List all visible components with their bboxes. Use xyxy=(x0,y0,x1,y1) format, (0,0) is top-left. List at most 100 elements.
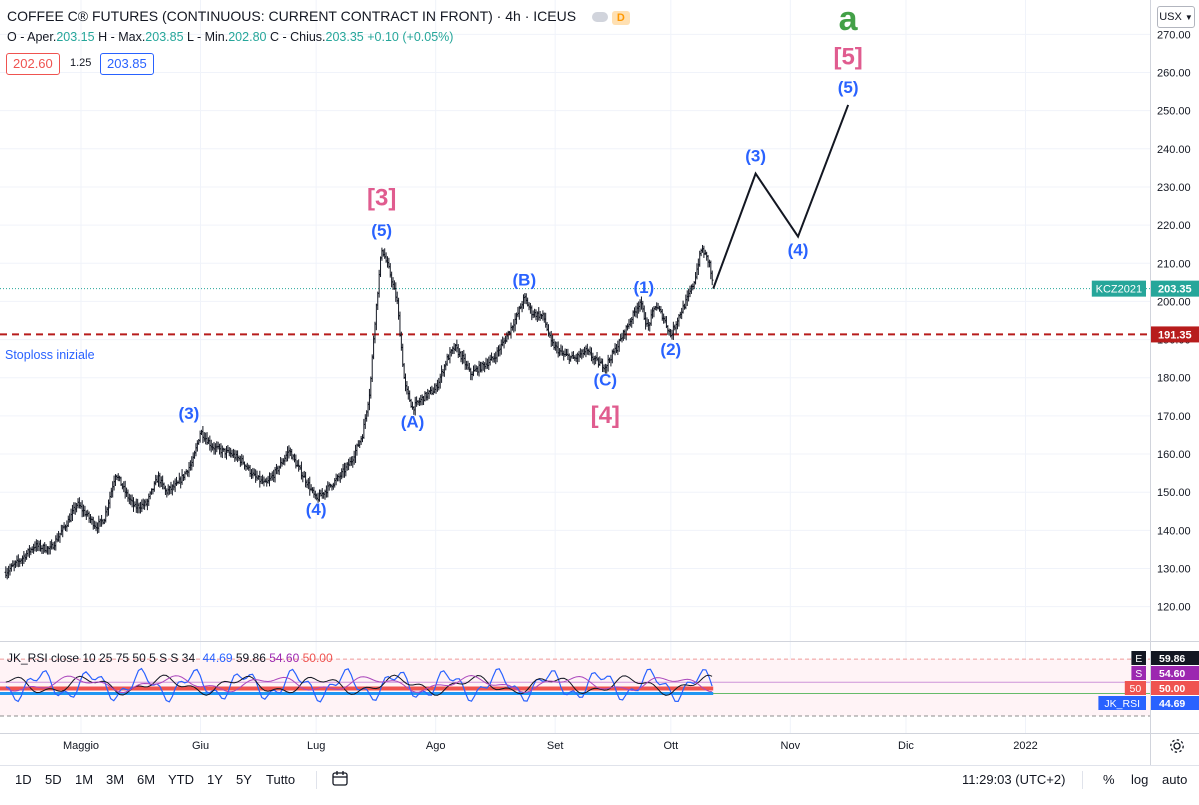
rsi-tag-value: 44.69 xyxy=(1159,698,1185,710)
rsi-tag-value: 59.86 xyxy=(1159,653,1185,665)
time-axis-label: Dic xyxy=(898,740,914,752)
rsi-tag-value: 50.00 xyxy=(1159,683,1185,695)
time-axis-label: Nov xyxy=(781,740,801,752)
ohlc-high-value: 203.85 xyxy=(145,30,184,44)
clock-time[interactable]: 11:29:03 (UTC+2) xyxy=(962,772,1066,787)
wave-label[interactable]: (1) xyxy=(633,278,654,297)
timeframe-5y[interactable]: 5Y xyxy=(236,772,252,787)
stoploss-price-tag-bg xyxy=(1151,326,1199,343)
currency-selector[interactable]: USX ▼ xyxy=(1157,6,1195,28)
timeframe-1d[interactable]: 1D xyxy=(15,772,32,787)
wave-label[interactable]: (A) xyxy=(401,412,425,431)
price-axis-label: 220.00 xyxy=(1157,220,1191,232)
projection-path[interactable] xyxy=(712,104,850,289)
auto-toggle[interactable]: auto xyxy=(1162,772,1188,787)
currency-label: USX xyxy=(1159,11,1182,23)
ohlc-bars[interactable] xyxy=(4,244,714,580)
bottom-toolbar xyxy=(0,765,1199,800)
toolbar-divider xyxy=(316,771,317,789)
wave-label[interactable]: [3] xyxy=(367,184,396,211)
ohlc-low-value: 202.80 xyxy=(228,30,267,44)
stoploss-label: Stoploss iniziale xyxy=(5,348,95,362)
time-axis-label: Maggio xyxy=(63,740,99,752)
delayed-data-badge[interactable]: D xyxy=(611,11,630,25)
time-axis-label: Set xyxy=(547,740,564,752)
last-price-tag[interactable]: 203.35 xyxy=(1158,284,1192,296)
gear-icon[interactable] xyxy=(1168,737,1186,755)
timeframe-6m[interactable]: 6M xyxy=(137,772,156,787)
price-axis-label: 210.00 xyxy=(1157,258,1191,270)
wave-label[interactable]: (4) xyxy=(788,241,809,260)
price-axis-label: 160.00 xyxy=(1157,449,1191,461)
rsi-legend: JK_RSI close 10 25 75 50 5 S S 34 44.69 … xyxy=(7,651,333,665)
percent-toggle[interactable]: % xyxy=(1103,772,1115,787)
time-axis[interactable]: Maggio Giu Lug Ago Set Ott Nov Dic 2022 xyxy=(63,740,1038,752)
ohlc-legend: O - Aper.203.15 H - Max.203.85 L - Min.2… xyxy=(7,30,453,44)
rsi-tag-label: E xyxy=(1135,653,1142,665)
market-status-badge[interactable] xyxy=(591,12,608,23)
log-toggle[interactable]: log xyxy=(1131,772,1149,787)
ohlc-bar xyxy=(710,270,714,286)
time-axis-label: 2022 xyxy=(1013,740,1037,752)
rsi-ema-value: 59.86 xyxy=(235,651,266,665)
price-axis-label: 250.00 xyxy=(1157,106,1191,118)
date-range-icon[interactable] xyxy=(331,770,349,788)
chevron-down-icon: ▼ xyxy=(1184,13,1193,22)
price-axis-label: 260.00 xyxy=(1157,67,1191,79)
wave-label[interactable]: (5) xyxy=(838,78,859,97)
time-axis-label: Ago xyxy=(426,740,446,752)
rsi-tag-label-bg xyxy=(1098,696,1146,710)
wave-label[interactable]: [5] xyxy=(833,43,862,70)
ohlc-open-label: O - Aper. xyxy=(7,30,57,44)
ohlc-change-value: +0.10 (+0.05%) xyxy=(367,30,454,44)
price-axis[interactable]: 120.00 130.00 140.00 150.00 160.00 170.00 180.… xyxy=(1157,29,1191,613)
price-axis-label: 150.00 xyxy=(1157,487,1191,499)
rsi-tag-label-bg xyxy=(1131,666,1146,680)
rsi-tag-label-bg xyxy=(1124,681,1146,695)
price-axis-label: 180.00 xyxy=(1157,373,1191,385)
price-axis-label: 170.00 xyxy=(1157,411,1191,423)
symbol-tag: KCZ2021 xyxy=(1096,284,1142,296)
grid xyxy=(0,0,1150,733)
rsi-tag-value-bg xyxy=(1151,666,1199,680)
rsi-signal-value: 54.60 xyxy=(269,651,300,665)
rsi-tag-label: JK_RSI xyxy=(1104,698,1140,710)
rsi-pane[interactable]: E 59.86 S 54.60 50 50.00 JK_RSI 44.69 xyxy=(0,651,1199,717)
stoploss-price-tag[interactable]: 191.35 xyxy=(1158,329,1192,341)
wave-label[interactable]: (3) xyxy=(745,147,766,166)
timeframe-ytd[interactable]: YTD xyxy=(168,772,194,787)
price-axis-label: 130.00 xyxy=(1157,564,1191,576)
timeframe-5d[interactable]: 5D xyxy=(45,772,62,787)
wave-label[interactable]: a xyxy=(839,0,859,38)
price-axis-label: 120.00 xyxy=(1157,602,1191,614)
timeframe-3m[interactable]: 3M xyxy=(106,772,125,787)
timeframe-1y[interactable]: 1Y xyxy=(207,772,223,787)
sell-price-box[interactable]: 202.60 xyxy=(6,53,60,75)
wave-label[interactable]: [4] xyxy=(591,402,620,429)
rsi-mid-value: 50.00 xyxy=(302,651,333,665)
rsi-line xyxy=(5,667,713,703)
timeframe-1m[interactable]: 1M xyxy=(75,772,94,787)
ohlc-low-label: L - Min. xyxy=(187,30,229,44)
price-axis-label: 240.00 xyxy=(1157,144,1191,156)
wave-label[interactable]: (B) xyxy=(513,271,537,290)
timeframe-all[interactable]: Tutto xyxy=(266,772,296,787)
wave-label[interactable]: (4) xyxy=(306,500,327,519)
rsi-tag-label-bg xyxy=(1131,651,1146,665)
buy-price-box[interactable]: 203.85 xyxy=(100,53,154,75)
rsi-tag-value-bg xyxy=(1151,696,1199,710)
symbol-title: COFFEE C® FUTURES (CONTINUOUS: CURRENT C… xyxy=(7,8,577,24)
price-axis-label: 200.00 xyxy=(1157,296,1191,308)
time-axis-label: Lug xyxy=(307,740,325,752)
wave-label[interactable]: (C) xyxy=(593,370,617,389)
rsi-value: 44.69 xyxy=(202,651,233,665)
wave-label[interactable]: (5) xyxy=(371,221,392,240)
wave-label[interactable]: (3) xyxy=(179,404,200,423)
rsi-indicator-name[interactable]: JK_RSI close 10 25 75 50 5 S S 34 xyxy=(7,651,196,665)
ohlc-close-label: C - Chius. xyxy=(269,30,326,44)
wave-labels: (3) (4) (5) [3] (A) (B) (C) [4] (1) (2) (3) (4) (5) [… xyxy=(179,0,863,519)
ohlc-high-label: H - Max. xyxy=(98,30,146,44)
wave-label[interactable]: (2) xyxy=(660,340,681,359)
